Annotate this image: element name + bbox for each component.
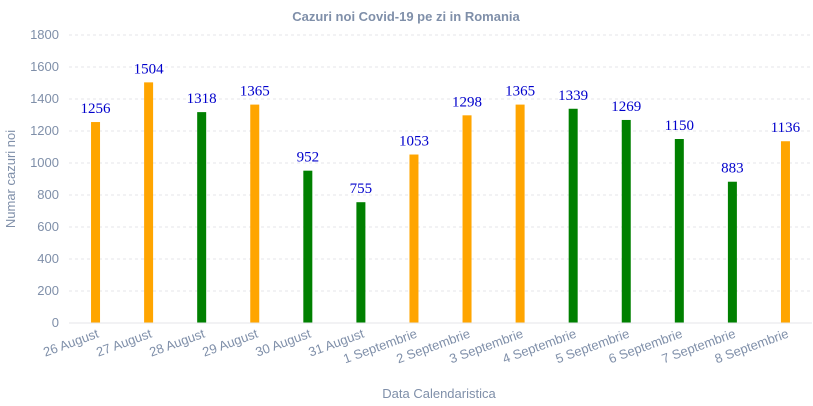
- data-label: 952: [297, 150, 320, 166]
- bars: [91, 82, 790, 324]
- y-tick-label: 400: [37, 251, 59, 266]
- y-tick-label: 1000: [30, 155, 59, 170]
- x-tick-label: 26 August: [41, 326, 101, 360]
- bar[interactable]: [780, 141, 790, 323]
- data-label: 1339: [558, 88, 588, 104]
- data-label: 1053: [399, 134, 429, 150]
- y-tick-label: 1800: [30, 27, 59, 42]
- bar[interactable]: [621, 119, 631, 324]
- chart-title: Cazuri noi Covid-19 pe zi in Romania: [292, 9, 520, 24]
- x-tick-label: 28 August: [147, 326, 207, 360]
- y-tick-label: 1600: [30, 59, 59, 74]
- bar[interactable]: [462, 115, 472, 323]
- x-tick-label: 27 August: [94, 326, 154, 360]
- bar[interactable]: [515, 104, 525, 323]
- y-axis-title: Numar cazuri noi: [3, 130, 18, 228]
- y-tick-label: 600: [37, 219, 59, 234]
- data-label: 1150: [665, 118, 694, 134]
- data-label: 1269: [611, 99, 641, 115]
- y-tick-label: 200: [37, 283, 59, 298]
- y-tick-label: 1400: [30, 91, 59, 106]
- bar[interactable]: [250, 104, 260, 323]
- y-axis-ticks: 0 200 400 600 800 1000 1200 1400 1600 1800: [30, 27, 59, 330]
- y-tick-label: 1200: [30, 123, 59, 138]
- data-label: 1256: [81, 101, 112, 117]
- bar[interactable]: [568, 108, 578, 323]
- data-labels: 1256 1504 1318 1365 952 755 1053 1298 1365 1339 12…: [81, 61, 801, 197]
- data-label: 755: [350, 181, 373, 197]
- bar[interactable]: [197, 112, 207, 324]
- bar[interactable]: [91, 122, 101, 323]
- data-label: 1365: [240, 84, 270, 100]
- x-axis-title: Data Calendaristica: [382, 386, 496, 401]
- x-tick-label: 29 August: [200, 326, 260, 360]
- y-tick-label: 800: [37, 187, 59, 202]
- bar[interactable]: [674, 139, 684, 323]
- data-label: 1298: [452, 94, 482, 110]
- data-label: 1318: [187, 91, 217, 107]
- y-tick-label: 0: [52, 315, 59, 330]
- gridlines: [69, 34, 812, 292]
- data-label: 1365: [505, 84, 535, 100]
- x-tick-label: 30 August: [253, 326, 313, 360]
- data-label: 1136: [771, 120, 801, 136]
- bar[interactable]: [303, 170, 313, 323]
- bar[interactable]: [409, 154, 419, 323]
- bar[interactable]: [356, 202, 366, 323]
- bar[interactable]: [727, 181, 737, 323]
- data-label: 1504: [134, 61, 165, 77]
- data-label: 883: [721, 161, 744, 177]
- bar[interactable]: [144, 82, 154, 323]
